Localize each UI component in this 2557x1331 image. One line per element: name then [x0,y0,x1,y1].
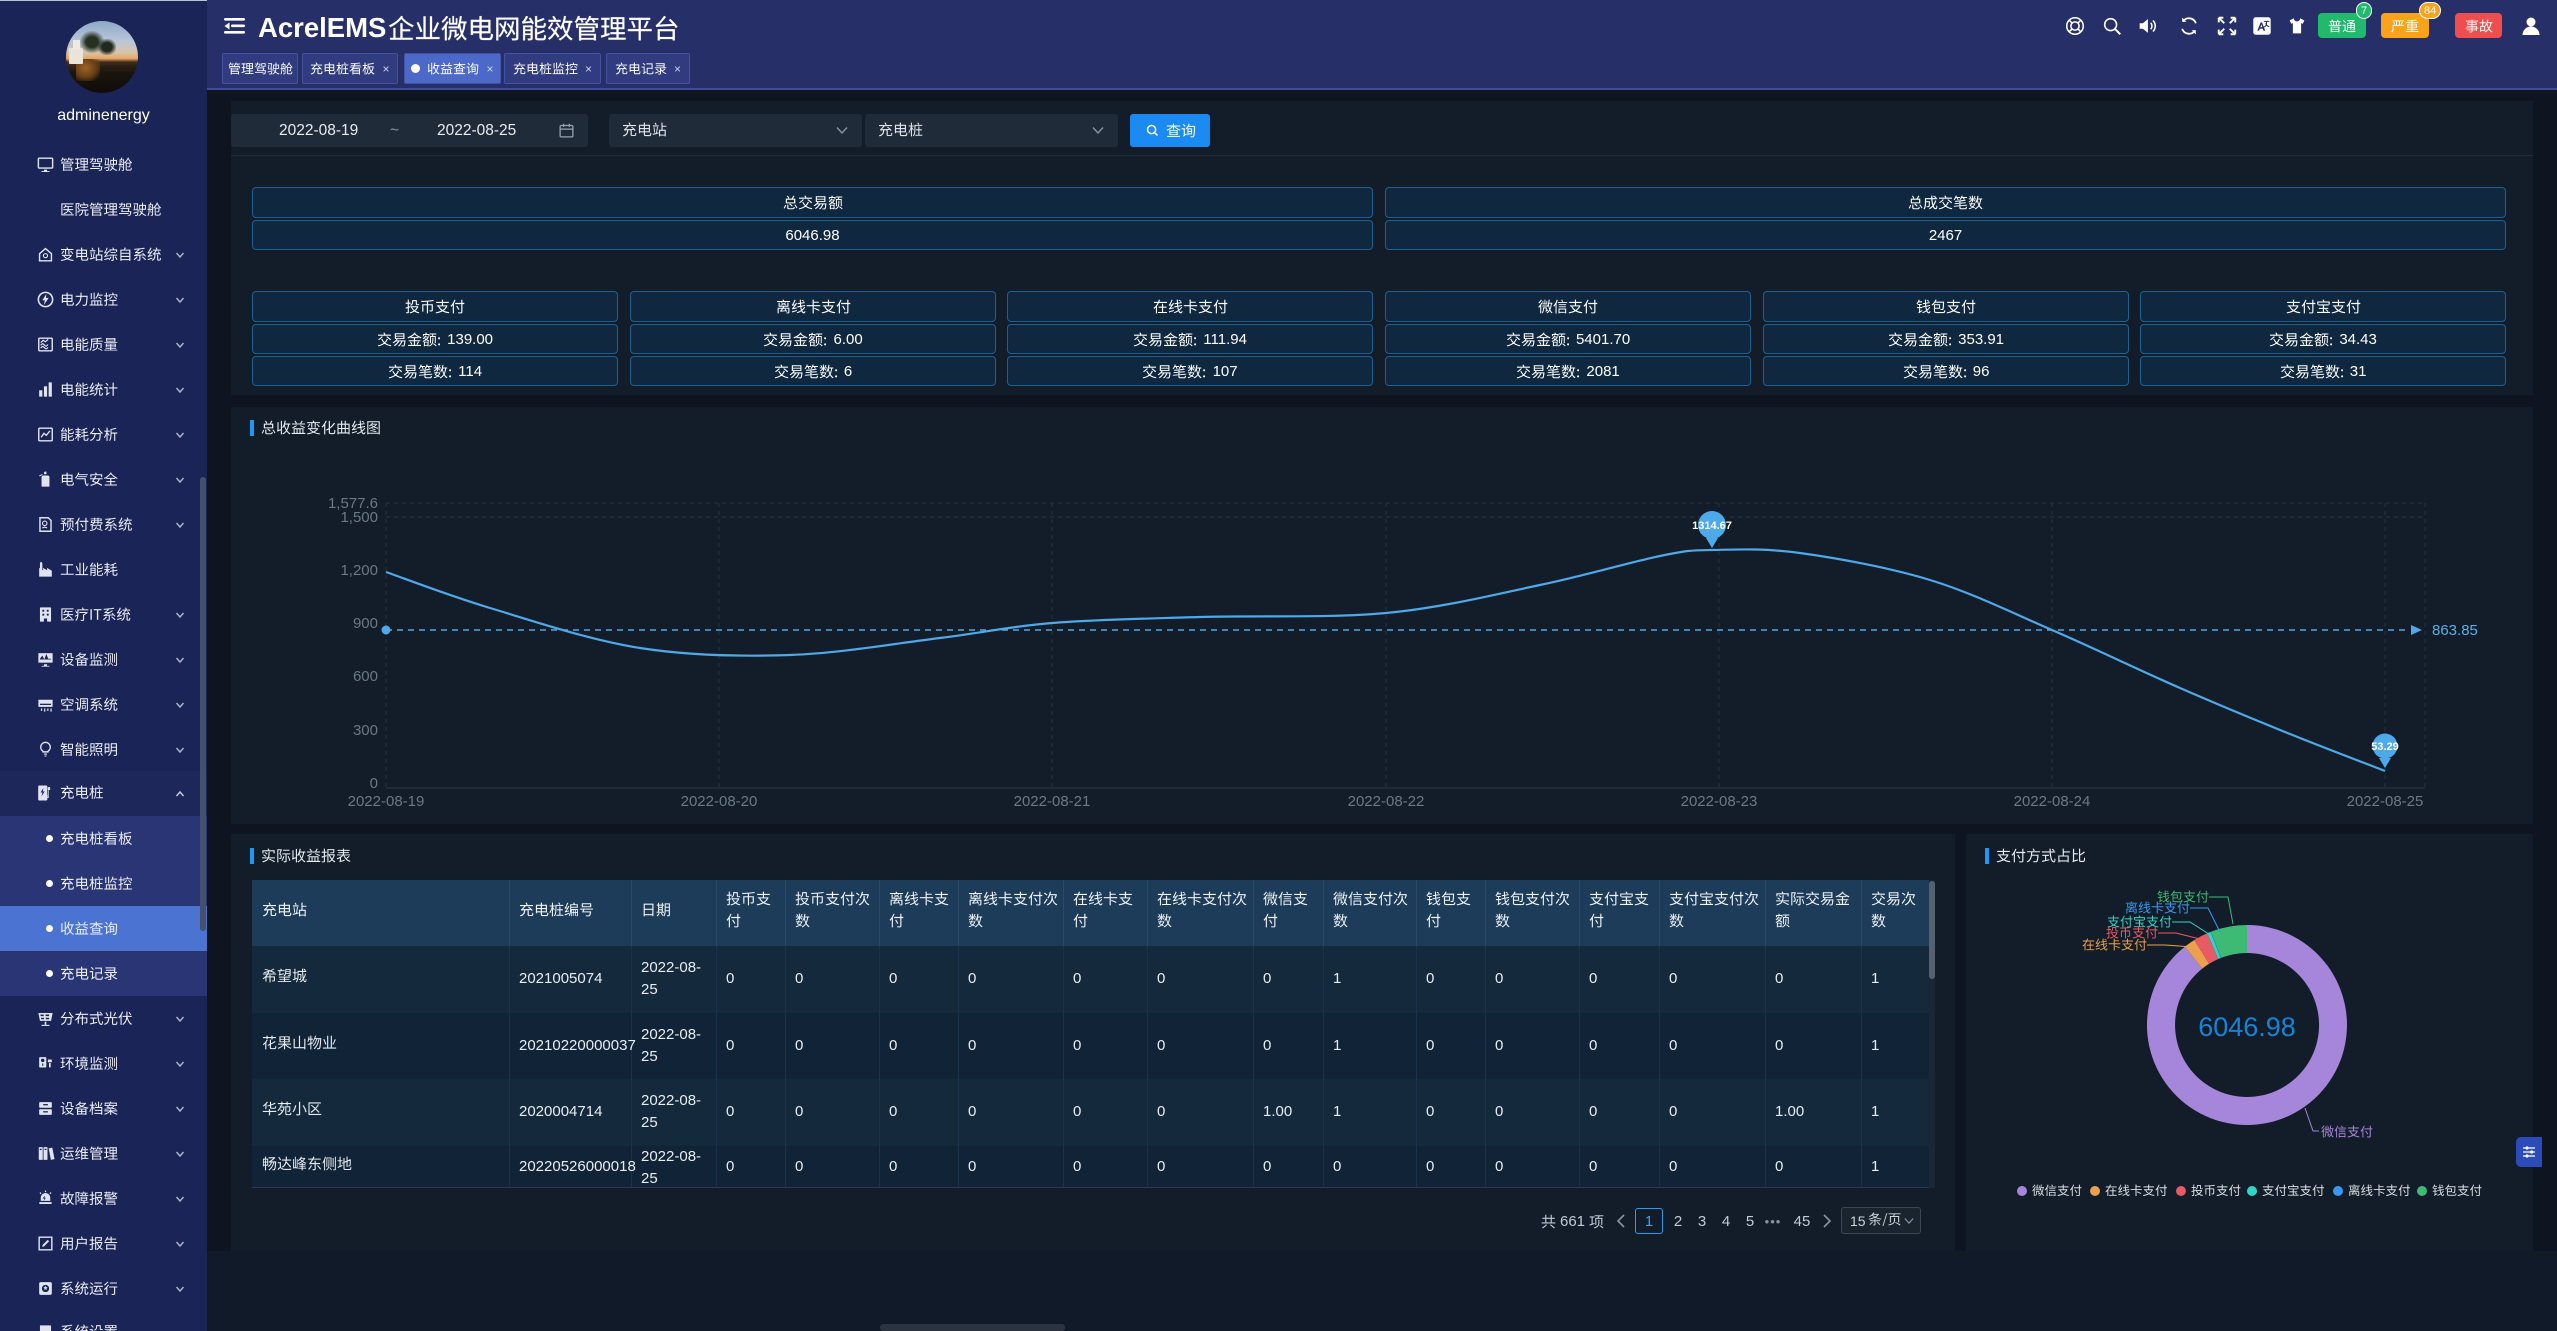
svg-text:2022-08-25: 2022-08-25 [2347,793,2424,810]
svg-text:863.85: 863.85 [2432,622,2478,639]
svg-text:2022-08-21: 2022-08-21 [1014,793,1091,810]
svg-text:1,577.6: 1,577.6 [328,495,378,512]
svg-text:2022-08-24: 2022-08-24 [2014,793,2091,810]
svg-text:0: 0 [370,775,378,792]
svg-text:600: 600 [353,668,378,685]
svg-text:6046.98: 6046.98 [2198,1012,2296,1042]
svg-text:300: 300 [353,722,378,739]
svg-text:2022-08-22: 2022-08-22 [1348,793,1425,810]
svg-text:2022-08-23: 2022-08-23 [1681,793,1758,810]
svg-text:900: 900 [353,615,378,632]
svg-text:2022-08-20: 2022-08-20 [681,793,758,810]
svg-text:1,200: 1,200 [340,562,378,579]
svg-text:2022-08-19: 2022-08-19 [348,793,425,810]
svg-text:53.29: 53.29 [2371,741,2399,753]
svg-text:1314.67: 1314.67 [1692,520,1732,532]
svg-text:1,500: 1,500 [340,509,378,526]
